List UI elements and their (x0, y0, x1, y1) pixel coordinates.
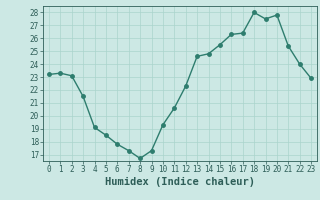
X-axis label: Humidex (Indice chaleur): Humidex (Indice chaleur) (105, 177, 255, 187)
